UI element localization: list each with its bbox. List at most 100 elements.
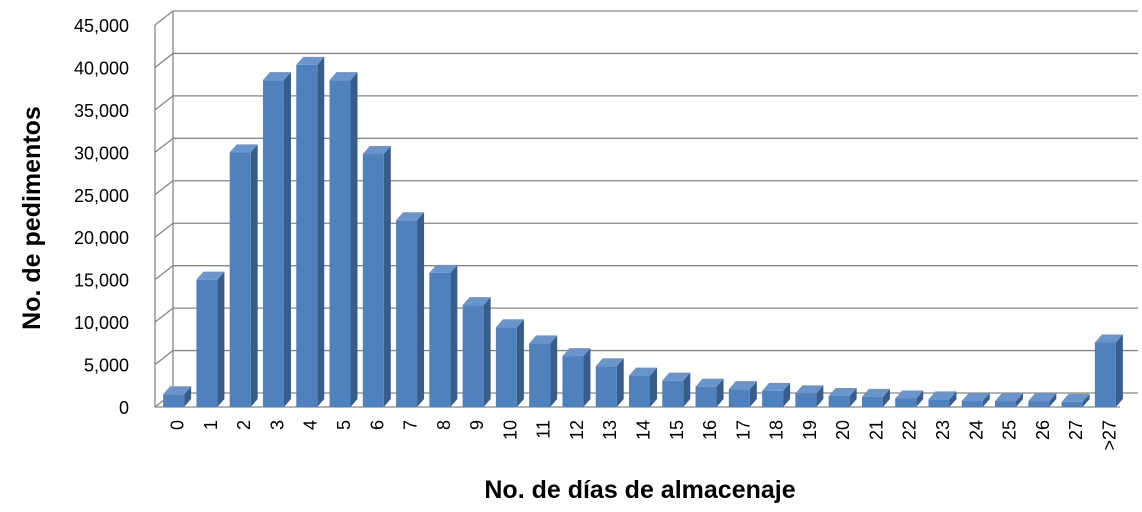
bar bbox=[828, 387, 857, 407]
bar-top bbox=[196, 271, 225, 280]
bar-side bbox=[450, 264, 458, 407]
y-tick-label: 10,000 bbox=[74, 313, 129, 333]
bar-top bbox=[462, 297, 491, 306]
x-tick-label: 6 bbox=[367, 420, 387, 430]
bar-side bbox=[1115, 334, 1123, 407]
bar-side bbox=[1082, 393, 1090, 407]
bar bbox=[462, 297, 491, 407]
y-axis-tick-labels: 0 5,000 10,000 15,000 20,000 25,000 30,000 35,0… bbox=[74, 16, 129, 418]
bar-front bbox=[728, 389, 750, 407]
bar-front bbox=[1028, 401, 1050, 407]
x-tick-label: 21 bbox=[866, 420, 886, 440]
bar-top bbox=[795, 385, 824, 394]
bar-top bbox=[695, 378, 724, 387]
x-tick-label: 1 bbox=[201, 420, 221, 430]
bar-top bbox=[1061, 393, 1090, 402]
x-tick-label: 19 bbox=[800, 420, 820, 440]
bar-top bbox=[629, 367, 657, 376]
bar-side bbox=[184, 386, 192, 407]
bar bbox=[629, 367, 657, 407]
gridline-side bbox=[154, 307, 174, 323]
bar bbox=[562, 348, 591, 407]
bar-side bbox=[783, 382, 791, 407]
x-tick-label: 12 bbox=[567, 420, 587, 440]
bar-front bbox=[196, 279, 218, 407]
bar-front bbox=[762, 390, 784, 407]
bar-side bbox=[483, 297, 491, 407]
x-tick-label: 16 bbox=[700, 420, 720, 440]
bar-top bbox=[296, 56, 325, 65]
bar-front bbox=[396, 220, 418, 407]
y-tick-label: 45,000 bbox=[74, 16, 129, 36]
x-tick-label: 23 bbox=[933, 420, 953, 440]
bar-front bbox=[928, 399, 950, 407]
x-tick-label: 26 bbox=[1033, 420, 1053, 440]
bar-top bbox=[762, 382, 791, 391]
x-tick-label: 0 bbox=[168, 420, 188, 430]
bar-top bbox=[329, 72, 358, 81]
bar-side bbox=[849, 387, 857, 407]
bar-side bbox=[749, 381, 757, 407]
bar-top bbox=[495, 319, 524, 328]
bar bbox=[1094, 334, 1123, 407]
bar-front bbox=[895, 398, 917, 407]
bar-front bbox=[995, 401, 1017, 407]
x-tick-label: 17 bbox=[733, 420, 753, 440]
bar-top bbox=[562, 348, 591, 357]
bar bbox=[196, 271, 225, 407]
x-tick-label: 10 bbox=[500, 420, 520, 440]
gridline-side bbox=[154, 52, 174, 68]
bar-front bbox=[1061, 401, 1083, 407]
y-tick-label: 15,000 bbox=[74, 271, 129, 291]
gridline-side bbox=[154, 180, 174, 196]
bar-front bbox=[861, 396, 883, 407]
bar-front bbox=[229, 152, 251, 407]
bar-side bbox=[683, 372, 691, 407]
x-tick-label: 7 bbox=[401, 420, 421, 430]
bar-front bbox=[629, 375, 650, 407]
bar bbox=[861, 388, 890, 407]
x-tick-label: 22 bbox=[900, 420, 920, 440]
bar bbox=[928, 391, 957, 407]
bar-front bbox=[362, 154, 384, 407]
x-tick-label: 24 bbox=[966, 420, 986, 440]
bars bbox=[163, 56, 1123, 408]
bar bbox=[895, 390, 924, 407]
x-tick-label: 14 bbox=[634, 420, 654, 440]
bar bbox=[495, 319, 524, 407]
bar-side bbox=[1016, 393, 1024, 407]
bar-front bbox=[529, 343, 551, 407]
bar-front bbox=[828, 395, 850, 407]
y-axis-title: No. de pedimentos bbox=[18, 106, 46, 330]
bar-front bbox=[695, 386, 717, 407]
x-axis-title: No. de días de almacenaje bbox=[484, 476, 795, 504]
bar-front bbox=[795, 393, 817, 407]
bar-front bbox=[595, 366, 617, 407]
bar-side bbox=[283, 72, 291, 407]
y-tick-label: 30,000 bbox=[74, 143, 129, 163]
bar bbox=[662, 372, 691, 407]
bar-side bbox=[516, 319, 524, 407]
bar-side bbox=[217, 271, 225, 407]
bar-side bbox=[949, 391, 957, 407]
bar-front bbox=[662, 380, 684, 407]
bar-front bbox=[329, 80, 351, 407]
bar-side bbox=[616, 358, 624, 407]
y-tick-label: 5,000 bbox=[84, 356, 129, 376]
bar bbox=[429, 264, 458, 407]
bar-top bbox=[662, 372, 691, 381]
bar-top bbox=[895, 390, 924, 399]
x-tick-label: 3 bbox=[267, 420, 287, 430]
bar-front bbox=[961, 401, 983, 407]
x-tick-label: 27 bbox=[1066, 420, 1086, 440]
bar bbox=[695, 378, 724, 407]
bar-top bbox=[595, 358, 624, 367]
bar-top bbox=[163, 386, 192, 395]
bar-top bbox=[828, 387, 857, 396]
bar-side bbox=[417, 212, 425, 407]
y-tick-label: 40,000 bbox=[74, 58, 129, 78]
gridline-side bbox=[154, 10, 174, 26]
bar-side bbox=[350, 72, 358, 407]
bar-side bbox=[383, 146, 391, 407]
